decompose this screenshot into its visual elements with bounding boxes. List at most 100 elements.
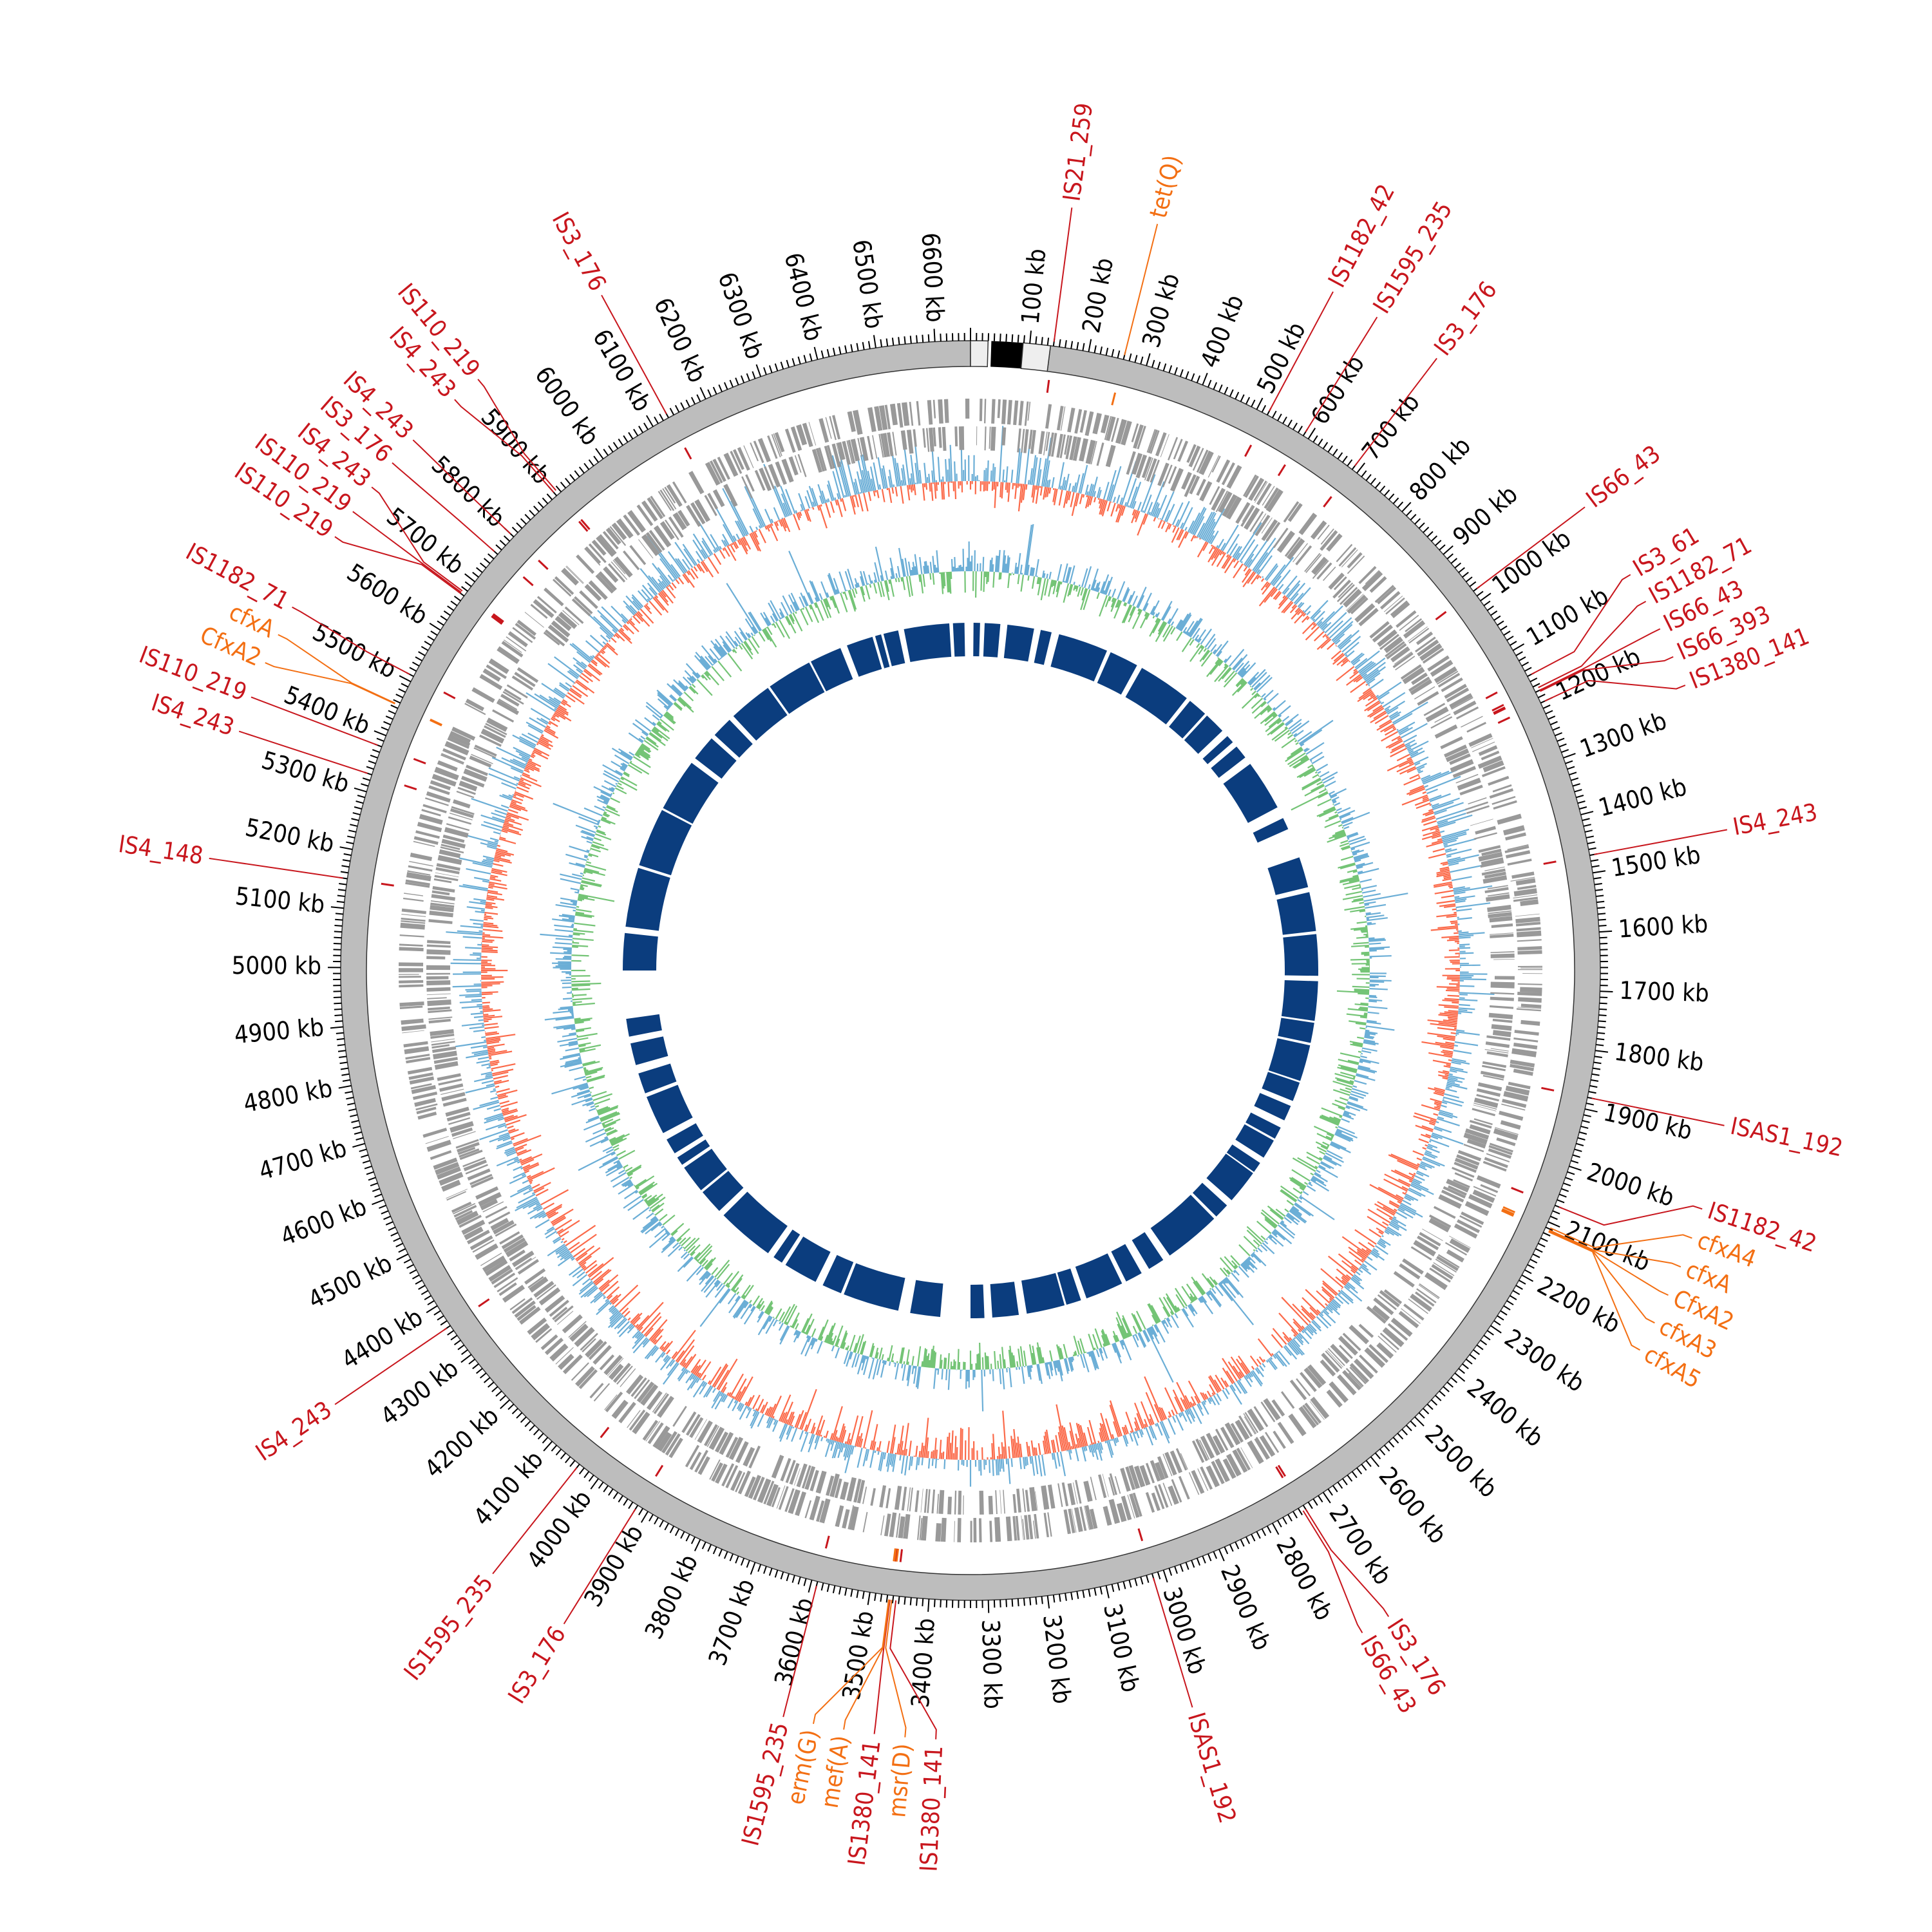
feature-marker	[893, 1548, 896, 1562]
feature-marker	[1137, 1528, 1144, 1542]
tick-label: 1300 kb	[1577, 706, 1671, 763]
feature-leader-line	[812, 1599, 890, 1725]
tick-label: 3000 kb	[1157, 1584, 1212, 1678]
contig-start-region	[970, 340, 989, 368]
feature-leader-line	[889, 1600, 937, 1739]
feature-leader-line	[251, 696, 378, 746]
gc-content-above	[540, 524, 1408, 1412]
tick-label: 2500 kb	[1419, 1419, 1502, 1503]
feature-leader-line	[209, 857, 343, 879]
insertion-sequence-label: ISAS1_192	[1182, 1709, 1242, 1826]
feature-leader-line	[454, 399, 554, 493]
feature-marker	[1244, 444, 1253, 457]
feature-marker	[1502, 1206, 1515, 1213]
feature-leader-line	[1302, 1510, 1363, 1634]
feature-marker	[1277, 1464, 1286, 1477]
tick-label: 5500 kb	[308, 618, 401, 684]
tick-label: 3200 kb	[1037, 1613, 1077, 1705]
feature-leader-line	[885, 1600, 907, 1738]
tick-label: 1900 kb	[1601, 1098, 1695, 1146]
feature-marker	[1275, 1466, 1284, 1479]
feature-marker	[491, 615, 503, 625]
tick-label: 5600 kb	[342, 558, 433, 630]
feature-leader-line	[601, 294, 667, 415]
feature-marker	[1323, 496, 1332, 507]
feature-leader-line	[477, 379, 556, 491]
feature-leader-line	[1548, 1231, 1641, 1351]
feature-leader-line	[1558, 1205, 1703, 1226]
tick-label: 2300 kb	[1499, 1323, 1589, 1397]
tick-label: 1800 kb	[1613, 1037, 1705, 1077]
feature-marker	[1492, 704, 1504, 712]
feature-leader-line	[412, 439, 511, 535]
insertion-sequence-label: IS3_176	[1428, 276, 1502, 361]
feature-leader-line	[1540, 656, 1674, 692]
feature-leader-line	[492, 1467, 578, 1575]
tick-label: 3700 kb	[703, 1575, 761, 1669]
insertion-sequence-label: IS4_243	[251, 1396, 337, 1466]
tick-marks	[328, 328, 1613, 1613]
contig-black-region	[990, 341, 1023, 369]
feature-marker	[493, 613, 504, 623]
tick-label: 3100 kb	[1098, 1601, 1145, 1695]
insertion-sequence-label: IS21_259	[1057, 101, 1098, 203]
tick-label: 3400 kb	[906, 1617, 940, 1709]
feature-leader-line	[1124, 223, 1159, 355]
feature-leader-line	[1305, 1508, 1390, 1617]
tick-label: 6200 kb	[649, 294, 712, 387]
insertion-sequence-label: IS3_176	[503, 1622, 571, 1709]
insertion-sequence-label: IS1595_235	[399, 1569, 498, 1685]
feature-marker	[538, 560, 549, 570]
tick-label: 1700 kb	[1619, 976, 1710, 1008]
tick-label: 1500 kb	[1609, 840, 1702, 882]
feature-marker	[1543, 860, 1557, 865]
feature-leader-line	[1544, 679, 1686, 702]
tick-label: 6000 kb	[529, 361, 605, 451]
tick-label: 100 kb	[1016, 247, 1052, 325]
feature-leader-line	[278, 634, 396, 704]
feature-leader-line	[334, 1327, 448, 1405]
tick-label: 4200 kb	[419, 1401, 504, 1483]
tick-label: 2000 kb	[1584, 1157, 1678, 1212]
feature-marker	[578, 520, 589, 532]
feature-marker	[1046, 379, 1050, 393]
feature-leader-line	[1476, 506, 1586, 589]
gc-skew-positive	[446, 426, 1495, 1487]
feature-leader-line	[238, 730, 368, 774]
feature-marker	[580, 518, 591, 531]
tick-label: 2600 kb	[1374, 1462, 1453, 1549]
tick-label: 800 kb	[1404, 431, 1477, 506]
tick-label: 4800 kb	[242, 1074, 335, 1118]
tick-label: 1100 kb	[1522, 582, 1613, 652]
tick-label: 5000 kb	[232, 951, 322, 980]
feature-marker	[1111, 392, 1117, 406]
tick-label: 6100 kb	[587, 325, 657, 417]
tick-label: 4300 kb	[375, 1354, 464, 1431]
insertion-sequence-label: ISAS1_192	[1728, 1112, 1845, 1162]
tick-label: 2900 kb	[1215, 1561, 1276, 1654]
feature-marker	[655, 1464, 664, 1477]
feature-marker	[1501, 1209, 1514, 1217]
tick-label: 6300 kb	[712, 269, 769, 363]
tick-label: 4700 kb	[256, 1133, 350, 1186]
tick-label: 900 kb	[1447, 480, 1522, 551]
feature-marker	[478, 1298, 490, 1307]
insertion-sequence-label: IS4_243	[1730, 798, 1819, 840]
feature-leader-line	[352, 511, 462, 593]
insertion-sequence-label: IS4_148	[117, 830, 205, 870]
tick-label: 3800 kb	[639, 1550, 704, 1643]
tick-label: 1600 kb	[1618, 909, 1709, 943]
feature-marker	[1435, 611, 1447, 621]
insertion-sequence-label: IS66_43	[1581, 440, 1666, 513]
feature-leader-line	[1594, 829, 1728, 855]
backbone-ring-segment	[340, 340, 1601, 1601]
tick-label: 3300 kb	[976, 1619, 1007, 1710]
tick-label: 500 kb	[1251, 317, 1311, 398]
tick-label: 4600 kb	[276, 1192, 370, 1251]
feature-leader-line	[1549, 1227, 1692, 1249]
gc-content-track	[540, 524, 1408, 1412]
feature-leader-line	[1053, 207, 1073, 342]
tick-label: 6400 kb	[779, 250, 828, 344]
feature-leader-line	[292, 606, 410, 675]
feature-leader-line	[1531, 574, 1631, 675]
